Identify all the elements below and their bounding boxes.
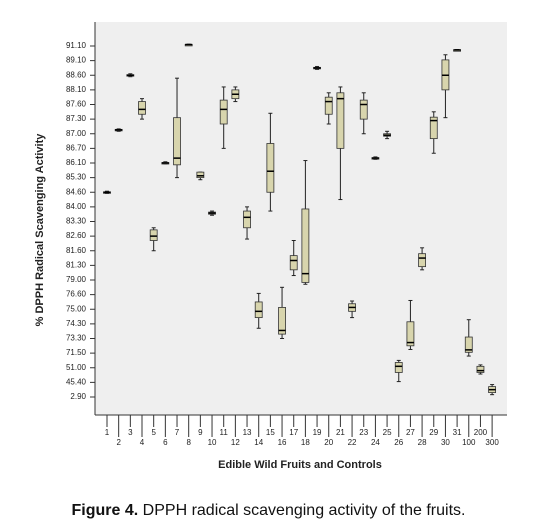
y-tick-label: 86.70 [66, 143, 87, 152]
box [196, 171, 205, 179]
y-tick-label: 87.00 [66, 129, 87, 138]
x-tick-label: 5 [151, 428, 156, 437]
y-tick-label: 79.00 [66, 275, 87, 284]
x-tick-label: 200 [474, 428, 488, 437]
box [324, 96, 333, 115]
x-tick-label: 19 [313, 428, 322, 437]
caption-label: Figure 4. [71, 502, 139, 519]
x-tick-label: 24 [371, 438, 380, 447]
x-tick-label: 15 [266, 428, 275, 437]
x-tick-label: 29 [429, 428, 438, 437]
y-tick-label: 91.10 [66, 41, 87, 50]
x-tick-label: 10 [208, 438, 217, 447]
y-tick-label: 81.60 [66, 246, 87, 255]
x-tick-label: 14 [254, 438, 263, 447]
y-tick-label: 82.60 [66, 231, 87, 240]
y-tick-label: 75.00 [66, 304, 87, 313]
x-tick-label: 22 [348, 438, 357, 447]
x-tick-label: 8 [186, 438, 191, 447]
box [394, 362, 403, 373]
box [266, 143, 275, 193]
box [406, 321, 415, 347]
caption-text: DPPH radical scavenging activity of the … [138, 502, 466, 519]
box [219, 99, 228, 125]
y-tick-label: 76.60 [66, 290, 87, 299]
x-tick-label: 7 [175, 428, 180, 437]
box [149, 229, 158, 241]
box [138, 101, 146, 115]
x-axis-title: Edible Wild Fruits and Controls [218, 459, 382, 471]
x-tick-label: 12 [231, 438, 240, 447]
box [359, 99, 368, 120]
y-tick-label: 85.30 [66, 173, 87, 182]
y-tick-label: 84.00 [66, 202, 87, 211]
y-tick-label: 88.60 [66, 70, 87, 79]
y-tick-label: 2.90 [70, 392, 86, 401]
box [336, 92, 345, 149]
box [418, 253, 426, 268]
box [243, 210, 251, 229]
x-tick-label: 13 [243, 428, 252, 437]
x-tick-label: 6 [163, 438, 168, 447]
x-tick-label: 31 [453, 428, 462, 437]
plot-area [95, 22, 507, 415]
y-tick-label: 86.10 [66, 158, 87, 167]
y-tick-label: 83.30 [66, 217, 87, 226]
y-tick-label: 45.40 [66, 377, 87, 386]
x-tick-label: 28 [418, 438, 427, 447]
y-tick-label: 89.10 [66, 56, 87, 65]
figure-caption: Figure 4. DPPH radical scavenging activi… [0, 502, 537, 520]
y-tick-label: 81.30 [66, 260, 87, 269]
x-tick-label: 18 [301, 438, 310, 447]
x-tick-label: 300 [485, 438, 499, 447]
chart: % DPPH Radical Scavenging Activity Edibl… [34, 22, 507, 471]
box [173, 117, 181, 166]
y-tick-label: 74.30 [66, 319, 87, 328]
x-tick-label: 17 [289, 428, 298, 437]
x-tick-label: 27 [406, 428, 415, 437]
x-tick-label: 26 [394, 438, 403, 447]
x-tick-label: 11 [220, 428, 229, 437]
x-tick-label: 2 [116, 438, 121, 447]
x-tick-label: 1 [105, 428, 110, 437]
x-tick-label: 4 [140, 438, 145, 447]
box [476, 365, 485, 373]
x-tick-label: 25 [383, 428, 392, 437]
box [429, 116, 438, 140]
x-tick-label: 21 [336, 428, 345, 437]
x-tick-label: 3 [128, 428, 133, 437]
x-tick-label: 100 [462, 438, 476, 447]
box [289, 255, 298, 271]
y-tick-label: 87.30 [66, 114, 87, 123]
y-axis-title: % DPPH Radical Scavenging Activity [34, 133, 46, 327]
x-tick-label: 9 [198, 428, 203, 437]
x-tick-label: 20 [324, 438, 333, 447]
x-tick-label: 16 [278, 438, 287, 447]
y-tick-label: 51.00 [66, 363, 87, 372]
y-tick-label: 84.60 [66, 187, 87, 196]
x-tick-label: 23 [359, 428, 368, 437]
box [464, 336, 473, 353]
y-tick-label: 87.60 [66, 100, 87, 109]
box [278, 307, 286, 335]
box [301, 208, 310, 283]
y-tick-label: 88.10 [66, 85, 87, 94]
box [254, 301, 263, 319]
x-tick-label: 30 [441, 438, 450, 447]
y-tick-label: 73.30 [66, 334, 87, 343]
y-tick-label: 71.50 [66, 348, 87, 357]
